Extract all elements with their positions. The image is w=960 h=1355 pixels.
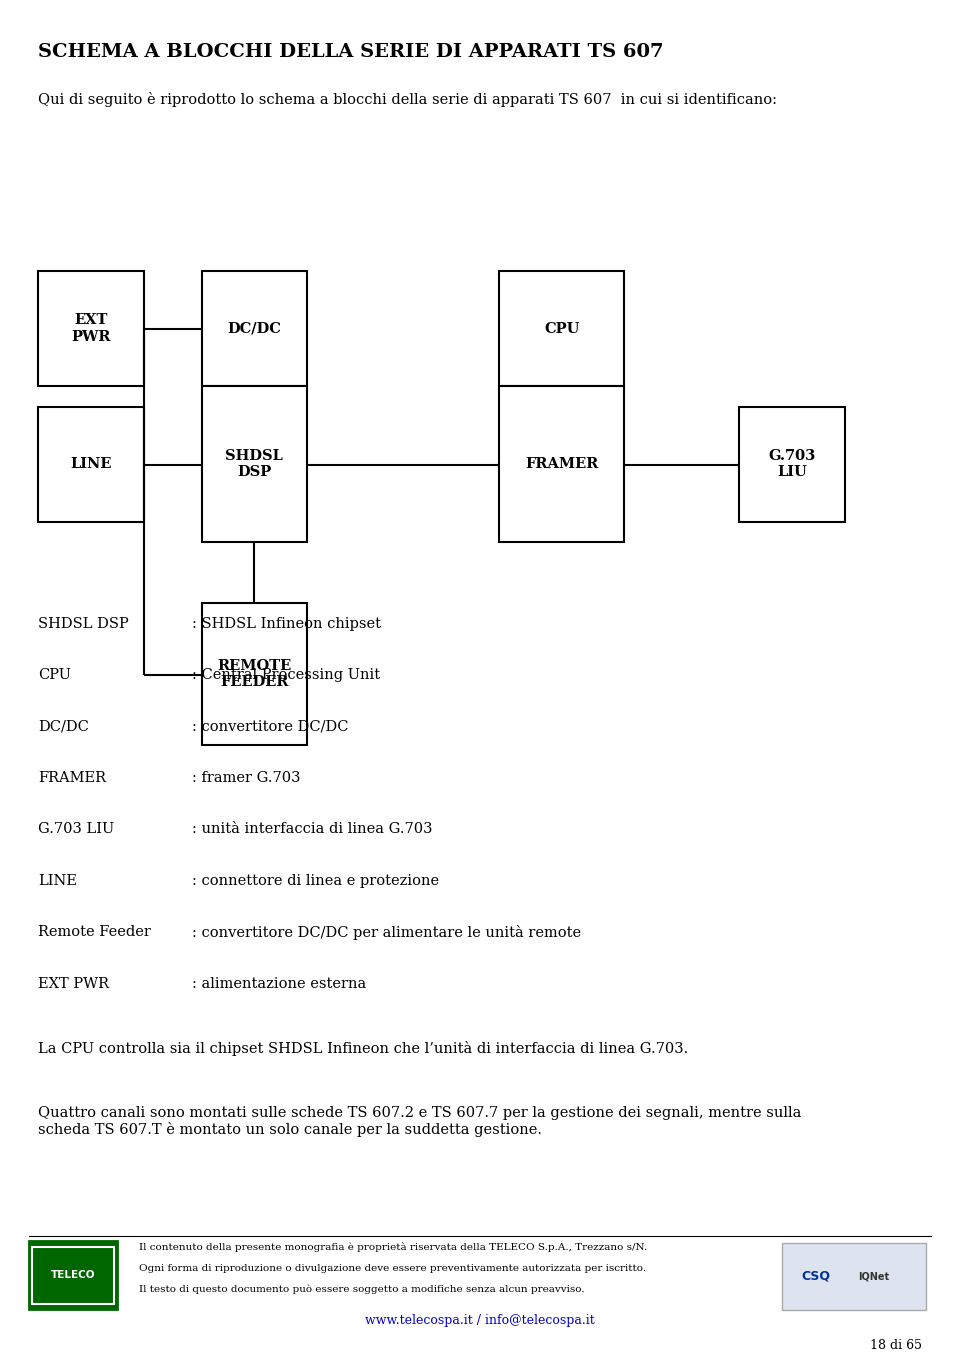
Text: SHDSL DSP: SHDSL DSP — [38, 617, 130, 630]
Text: FRAMER: FRAMER — [38, 771, 107, 785]
Text: Remote Feeder: Remote Feeder — [38, 925, 152, 939]
FancyBboxPatch shape — [32, 1247, 114, 1304]
Text: : connettore di linea e protezione: : connettore di linea e protezione — [192, 874, 439, 888]
Text: DC/DC: DC/DC — [228, 321, 281, 336]
Text: G.703 LIU: G.703 LIU — [38, 822, 114, 836]
Text: SHDSL
DSP: SHDSL DSP — [226, 449, 283, 480]
FancyBboxPatch shape — [202, 603, 307, 745]
Text: EXT PWR: EXT PWR — [38, 977, 109, 991]
Text: IQNet: IQNet — [858, 1271, 889, 1282]
Text: : Central Processing Unit: : Central Processing Unit — [192, 668, 380, 682]
FancyBboxPatch shape — [29, 1241, 117, 1309]
FancyBboxPatch shape — [38, 406, 144, 522]
Text: G.703
LIU: G.703 LIU — [768, 449, 816, 480]
FancyBboxPatch shape — [202, 386, 307, 542]
Text: Ogni forma di riproduzione o divulgazione deve essere preventivamente autorizzat: Ogni forma di riproduzione o divulgazion… — [139, 1264, 646, 1274]
Text: www.telecospa.it / info@telecospa.it: www.telecospa.it / info@telecospa.it — [365, 1314, 595, 1328]
Text: : unità interfaccia di linea G.703: : unità interfaccia di linea G.703 — [192, 822, 433, 836]
Text: 18 di 65: 18 di 65 — [870, 1339, 922, 1352]
Text: Il contenuto della presente monografia è proprietà riservata della TELECO S.p.A.: Il contenuto della presente monografia è… — [139, 1243, 647, 1252]
Text: CPU: CPU — [38, 668, 71, 682]
Text: LINE: LINE — [70, 457, 112, 472]
FancyBboxPatch shape — [38, 271, 144, 386]
Text: CPU: CPU — [544, 321, 579, 336]
Text: Quattro canali sono montati sulle schede TS 607.2 e TS 607.7 per la gestione dei: Quattro canali sono montati sulle schede… — [38, 1106, 802, 1137]
Text: SCHEMA A BLOCCHI DELLA SERIE DI APPARATI TS 607: SCHEMA A BLOCCHI DELLA SERIE DI APPARATI… — [38, 43, 664, 61]
Text: : alimentazione esterna: : alimentazione esterna — [192, 977, 367, 991]
Text: : convertitore DC/DC: : convertitore DC/DC — [192, 720, 348, 733]
FancyBboxPatch shape — [499, 271, 624, 386]
Text: : SHDSL Infineon chipset: : SHDSL Infineon chipset — [192, 617, 381, 630]
Text: REMOTE
FEEDER: REMOTE FEEDER — [217, 659, 292, 690]
Text: DC/DC: DC/DC — [38, 720, 89, 733]
FancyBboxPatch shape — [739, 406, 845, 522]
FancyBboxPatch shape — [202, 271, 307, 386]
Text: EXT
PWR: EXT PWR — [71, 313, 111, 344]
Text: La CPU controlla sia il chipset SHDSL Infineon che l’unità di interfaccia di lin: La CPU controlla sia il chipset SHDSL In… — [38, 1041, 688, 1056]
Text: : framer G.703: : framer G.703 — [192, 771, 300, 785]
FancyBboxPatch shape — [782, 1243, 926, 1310]
FancyBboxPatch shape — [499, 386, 624, 542]
Text: Qui di seguito è riprodotto lo schema a blocchi della serie di apparati TS 607  : Qui di seguito è riprodotto lo schema a … — [38, 92, 778, 107]
Text: CSQ: CSQ — [802, 1270, 830, 1283]
Text: Il testo di questo documento può essere soggetto a modifiche senza alcun preavvi: Il testo di questo documento può essere … — [139, 1285, 585, 1294]
Text: LINE: LINE — [38, 874, 78, 888]
Text: TELECO: TELECO — [51, 1270, 95, 1280]
Text: : convertitore DC/DC per alimentare le unità remote: : convertitore DC/DC per alimentare le u… — [192, 925, 581, 940]
Text: FRAMER: FRAMER — [525, 457, 598, 472]
